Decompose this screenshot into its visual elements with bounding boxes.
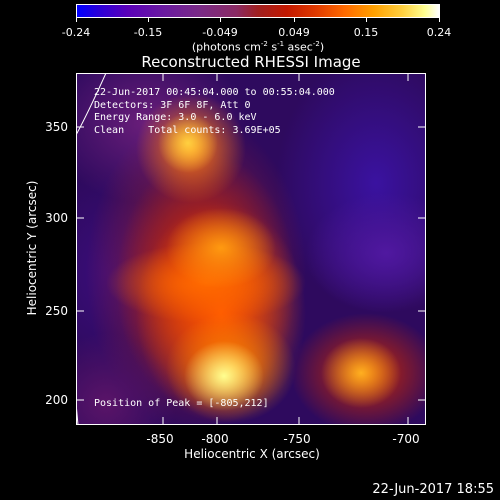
y-tick-label: 350: [45, 120, 68, 134]
colorbar-tick-label: -0.24: [61, 26, 91, 39]
plot-frame: [76, 73, 426, 425]
observation-info: 22-Jun-2017 00:45:04.000 to 00:55:04.000…: [94, 87, 335, 137]
colorbar-tick: [76, 18, 77, 22]
image-title: Reconstructed RHESSI Image: [141, 53, 361, 71]
colorbar: [76, 4, 440, 18]
colorbar-tick-label: -0.15: [133, 26, 163, 39]
time-range: 22-Jun-2017 00:45:04.000 to 00:55:04.000: [94, 87, 335, 98]
colorbar-tick-label: -0.049: [202, 26, 238, 39]
detectors: Detectors: 3F 6F 8F, Att 0: [94, 99, 251, 111]
colorbar-tick: [439, 18, 440, 22]
y-axis-label: Heliocentric Y (arcsec): [25, 180, 39, 316]
colorbar-tick: [148, 18, 149, 22]
x-tick-label: -800: [201, 432, 229, 446]
colorbar-units: (photons cm-2 s-1 asec-2): [191, 40, 325, 54]
x-tick-label: -700: [392, 432, 420, 446]
peak-position: Position of Peak = [-805,212]: [94, 398, 269, 409]
rhessi-image: [76, 73, 426, 425]
colorbar-tick: [366, 18, 367, 22]
colorbar-tick-label: 0.15: [353, 26, 379, 39]
y-tick-label: 200: [45, 393, 68, 407]
colorbar-tick-label: 0.049: [278, 26, 310, 39]
colorbar-tick: [294, 18, 295, 22]
colorbar-tick-label: 0.24: [426, 26, 452, 39]
y-tick-label: 250: [45, 304, 68, 318]
x-tick-label: -750: [283, 432, 311, 446]
footer-date: 22-Jun-2017 18:55: [372, 482, 494, 497]
y-tick-label: 300: [45, 211, 68, 225]
colorbar-tick: [220, 18, 221, 22]
x-axis-label: Heliocentric X (arcsec): [184, 447, 320, 461]
x-tick-label: -850: [146, 432, 174, 446]
energy-range: Energy Range: 3.0 - 6.0 keV: [94, 112, 257, 123]
clean-counts: Clean Total counts: 3.69E+05: [94, 124, 281, 136]
